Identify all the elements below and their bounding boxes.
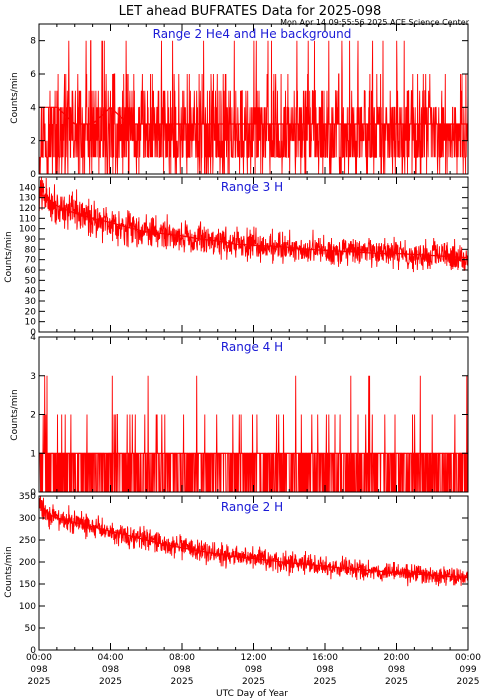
panel-3-ytick-label: 4	[30, 333, 36, 343]
x-tick-label: 00:00	[455, 653, 481, 663]
panel-4-title: Range 2 H	[221, 500, 283, 514]
panel-4-ytick-label: 100	[19, 602, 36, 612]
x-tick-label: 2025	[314, 677, 337, 687]
panel-1-axes: 0 2 4 6 8	[30, 23, 469, 180]
panel-2-ytick-label: 50	[25, 276, 37, 286]
x-tick-label: 098	[245, 665, 262, 675]
panel-1: 0 2 4 6 8 Range 2 He4 and He background Coun…	[10, 23, 469, 180]
panel-1-ytick-label: 2	[30, 137, 36, 147]
panel-4-ytick-label: 150	[19, 580, 36, 590]
x-tick-label: 098	[316, 665, 333, 675]
panel-4-ytick-label: 0	[30, 646, 36, 656]
figure-subtitle: Mon Apr 14 09:55:56 2025 ACE Science Cen…	[280, 18, 470, 27]
panel-4-ytick-label: 300	[19, 514, 36, 524]
panel-2-ytick-label: 80	[25, 245, 37, 255]
panel-2-ytick-label: 40	[25, 287, 37, 297]
x-tick-label: 08:00	[169, 653, 195, 663]
panel-2-ytick-label: 140	[19, 183, 36, 193]
panel-3-title: Range 4 H	[221, 340, 283, 354]
panel-1-ytick-label: 6	[30, 70, 36, 80]
x-tick-label: 2025	[99, 677, 122, 687]
x-tick-label: 2025	[385, 677, 408, 687]
panel-1-title: Range 2 He4 and He background	[153, 27, 352, 41]
panel-3-ytick-label: 2	[30, 411, 36, 421]
panel-2-ytick-label: 90	[25, 235, 37, 245]
panel-4: 0 50 100 150 200 250 300 350 Range 2 H Counts/m…	[4, 492, 469, 656]
panel-2-ytick-label: 20	[25, 307, 37, 317]
panel-4-trace	[38, 495, 469, 587]
x-tick-label: 16:00	[312, 653, 338, 663]
panel-2-trace	[38, 176, 469, 273]
x-tick-label: 2025	[171, 677, 194, 687]
panel-4-ylabel: Counts/min	[4, 546, 14, 597]
panel-2-ytick-label: 10	[25, 318, 37, 328]
panel-2-ytick-label: 100	[19, 225, 36, 235]
panel-1-counts-trace	[38, 40, 469, 175]
panel-4-counts-trace	[38, 495, 469, 587]
panel-3-axes: 0 1 2 3 4	[30, 333, 469, 498]
x-tick-label: 098	[30, 665, 47, 675]
x-axis-title: UTC Day of Year	[216, 689, 288, 699]
panel-4-ytick-label: 50	[25, 624, 37, 634]
panel-3-ytick-label: 3	[30, 372, 36, 382]
panel-2-counts-trace	[38, 176, 469, 273]
panel-1-ytick-label: 4	[30, 103, 36, 113]
panel-1-ytick-label: 0	[30, 170, 36, 180]
x-tick-label: 098	[388, 665, 405, 675]
x-tick-label: 2025	[457, 677, 480, 687]
figure-title: LET ahead BUFRATES Data for 2025-098	[119, 4, 382, 19]
panel-3: 0 1 2 3 4 Range 4 H Counts/min	[10, 333, 469, 498]
panel-2-ytick-label: 30	[25, 297, 37, 307]
x-tick-label: 099	[459, 665, 476, 675]
panel-3-ylabel: Counts/min	[10, 389, 20, 440]
x-tick-label: 00:00	[26, 653, 52, 663]
x-tick-label: 04:00	[98, 653, 124, 663]
panel-1-ytick-label: 8	[30, 37, 36, 47]
x-tick-label: 20:00	[384, 653, 410, 663]
x-tick-label: 098	[102, 665, 119, 675]
panel-3-trace	[38, 375, 469, 493]
panel-2-ytick-label: 0	[30, 328, 36, 338]
panel-3-counts-trace	[38, 375, 469, 493]
panel-2-ytick-label: 60	[25, 266, 37, 276]
panel-3-ytick-label: 1	[30, 449, 36, 459]
panel-2-ytick-label: 70	[25, 256, 37, 266]
x-tick-label: 12:00	[241, 653, 267, 663]
panel-2-title: Range 3 H	[221, 180, 283, 194]
panel-1-ylabel: Counts/min	[10, 72, 20, 123]
panel-4-axes: 0 50 100 150 200 250 300 350	[19, 492, 469, 656]
panel-3-ytick-label: 0	[30, 488, 36, 498]
x-axis-labels: 00:00 098 2025 04:00 098 2025 08:00 098 2025 12:0…	[26, 653, 481, 687]
panel-2-ytick-label: 130	[19, 194, 36, 204]
panel-2-ytick-label: 120	[19, 204, 36, 214]
x-tick-label: 098	[173, 665, 190, 675]
panel-1-trace	[38, 40, 469, 175]
x-tick-label: 2025	[242, 677, 265, 687]
panel-4-ytick-label: 200	[19, 558, 36, 568]
x-tick-label: 2025	[28, 677, 51, 687]
panel-4-ytick-label: 250	[19, 536, 36, 546]
panel-2-ytick-label: 110	[19, 214, 36, 224]
panel-4-ytick-label: 350	[19, 492, 36, 502]
panel-2-ylabel: Counts/min	[4, 231, 14, 282]
